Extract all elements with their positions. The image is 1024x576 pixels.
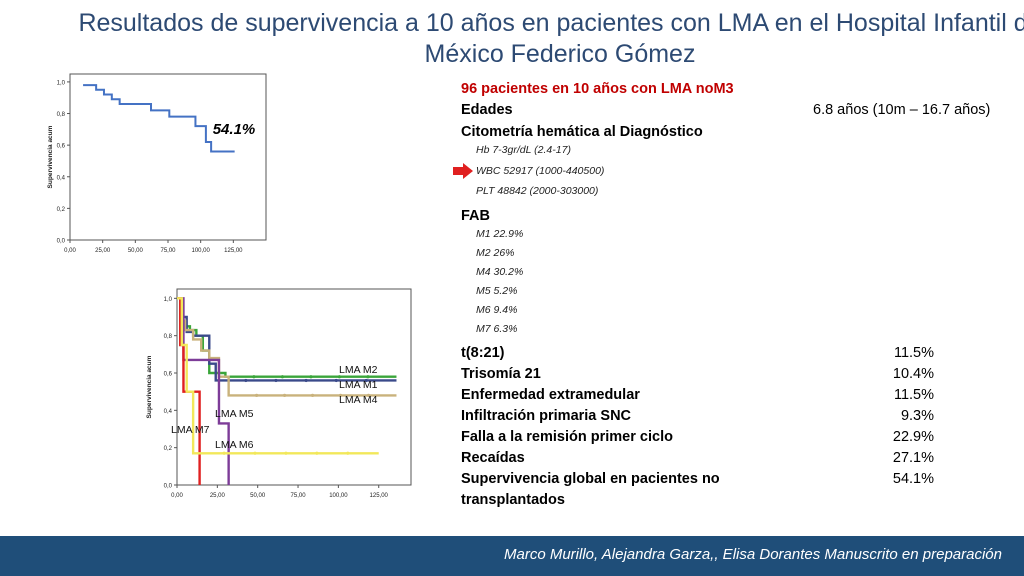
- censor-mark: [364, 378, 368, 383]
- overall-survival-chart: 0,0 0,2 0,4 0,6 0,8 1,0 0,00 25,00 50,00 75,00 100…: [44, 70, 270, 266]
- legend-label: LMA M6: [215, 439, 254, 451]
- stat-label-continued: transplantados: [461, 492, 565, 508]
- y-tick-label: 0,8: [164, 334, 173, 340]
- y-tick-label: 0,2: [57, 207, 66, 213]
- y-tick-label: 1,0: [57, 80, 66, 86]
- plot-area: [69, 73, 267, 241]
- x-tick-label: 75,00: [291, 493, 307, 499]
- y-tick-label: 0,6: [164, 372, 173, 378]
- censor-mark: [255, 393, 259, 397]
- x-tick-label: 25,00: [95, 248, 111, 254]
- legend-label: LMA M2: [339, 364, 378, 376]
- series-line: [83, 84, 235, 153]
- censor-mark: [253, 451, 257, 455]
- survival-annotation: 54.1%: [213, 121, 256, 138]
- censor-mark: [280, 375, 285, 379]
- y-axis-label: Supervivencia acum: [146, 355, 153, 418]
- citometria-plt: PLT 48842 (2000-303000): [476, 185, 599, 197]
- censor-mark: [244, 378, 248, 383]
- fab-item: M4 30.2%: [476, 266, 524, 278]
- fab-item: M5 5.2%: [476, 285, 518, 297]
- censor-mark: [338, 393, 343, 397]
- censor-mark: [334, 378, 338, 383]
- footer-citation: Marco Murillo, Alejandra Garza,, Elisa D…: [504, 546, 1002, 563]
- stat-label: Trisomía 21: [461, 366, 541, 382]
- series-line: [177, 297, 379, 455]
- censor-mark: [346, 451, 350, 455]
- censor-mark: [282, 393, 287, 397]
- y-axis-label: Supervivencia acum: [47, 125, 54, 188]
- citometria-label: Citometría hemática al Diagnóstico: [461, 124, 703, 140]
- censor-mark: [274, 378, 278, 383]
- x-tick-label: 100,00: [329, 493, 348, 499]
- fab-survival-svg: 0,0 0,2 0,4 0,6 0,8 1,0 0,00 25,00 50,00 75,00 100…: [146, 288, 412, 499]
- x-tick-label: 50,00: [128, 248, 144, 254]
- fab-item: M2 26%: [476, 247, 515, 259]
- legend-label: LMA M5: [215, 408, 254, 420]
- x-tick-label: 25,00: [210, 493, 226, 499]
- fab-item: M1 22.9%: [476, 228, 524, 240]
- censor-mark: [252, 375, 256, 379]
- censor-mark: [304, 378, 308, 383]
- stat-value: 11.5%: [893, 387, 934, 403]
- headline: 96 pacientes en 10 años con LMA noM3: [461, 81, 734, 97]
- x-tick-label: 100,00: [191, 248, 210, 254]
- x-tick-label: 125,00: [370, 493, 389, 499]
- y-tick-label: 0,0: [57, 239, 66, 245]
- fab-item: M7 6.3%: [476, 323, 518, 335]
- censor-mark: [366, 375, 370, 379]
- edades-label: Edades: [461, 102, 513, 118]
- y-tick-label: 0,6: [57, 144, 66, 150]
- y-tick-label: 0,8: [57, 112, 66, 118]
- stat-value: 10.4%: [892, 366, 934, 382]
- x-tick-label: 125,00: [224, 248, 243, 254]
- edades-value: 6.8 años (10m – 16.7 años): [813, 102, 991, 118]
- legend-label: LMA M7: [171, 424, 210, 436]
- y-tick-label: 0,0: [164, 484, 173, 490]
- x-tick-label: 50,00: [250, 493, 266, 499]
- stat-label: Supervivencia global en pacientes no: [461, 471, 720, 487]
- x-tick-label: 0,00: [171, 493, 183, 499]
- y-tick-label: 1,0: [164, 297, 173, 303]
- stat-value: 27.1%: [892, 450, 934, 466]
- x-tick-label: 0,00: [64, 248, 76, 254]
- y-tick-label: 0,4: [164, 409, 173, 415]
- legend-label: LMA M4: [339, 394, 378, 406]
- censor-mark: [284, 451, 288, 455]
- stat-label: Falla a la remisión primer ciclo: [461, 429, 673, 445]
- censor-mark: [310, 393, 315, 397]
- slide-title: Resultados de supervivencia a 10 años en…: [78, 9, 1024, 68]
- legend-label: LMA M1: [339, 379, 378, 391]
- red-arrow-icon: [453, 163, 473, 179]
- stat-label: t(8:21): [461, 345, 505, 361]
- y-tick-label: 0,2: [164, 446, 173, 452]
- stat-label: Infiltración primaria SNC: [461, 408, 632, 424]
- censor-mark: [222, 451, 226, 455]
- fab-label: FAB: [461, 208, 490, 224]
- stat-value: 11.5%: [893, 345, 934, 361]
- fab-item: M6 9.4%: [476, 304, 518, 316]
- series-line: [177, 297, 230, 485]
- citometria-wbc: WBC 52917 (1000-440500): [476, 165, 605, 177]
- y-tick-label: 0,4: [57, 175, 66, 181]
- censor-mark: [337, 375, 342, 379]
- stat-value: 22.9%: [892, 429, 934, 445]
- footer-bar: Marco Murillo, Alejandra Garza,, Elisa D…: [0, 536, 1024, 576]
- citometria-hb: Hb 7-3gr/dL (2.4-17): [476, 144, 571, 156]
- fab-survival-chart: 0,0 0,2 0,4 0,6 0,8 1,0 0,00 25,00 50,00 75,00 100…: [143, 285, 415, 513]
- series-line: [177, 297, 201, 485]
- censor-mark: [309, 375, 313, 379]
- stat-value: 54.1%: [892, 471, 934, 487]
- stat-label: Recaídas: [461, 450, 525, 466]
- censor-mark: [366, 393, 371, 397]
- x-tick-label: 75,00: [160, 248, 176, 254]
- stat-label: Enfermedad extramedular: [461, 387, 640, 403]
- censor-mark: [315, 451, 319, 455]
- overall-survival-svg: 0,0 0,2 0,4 0,6 0,8 1,0 0,00 25,00 50,00 75,00 100…: [47, 73, 267, 254]
- stat-value: 9.3%: [900, 408, 934, 424]
